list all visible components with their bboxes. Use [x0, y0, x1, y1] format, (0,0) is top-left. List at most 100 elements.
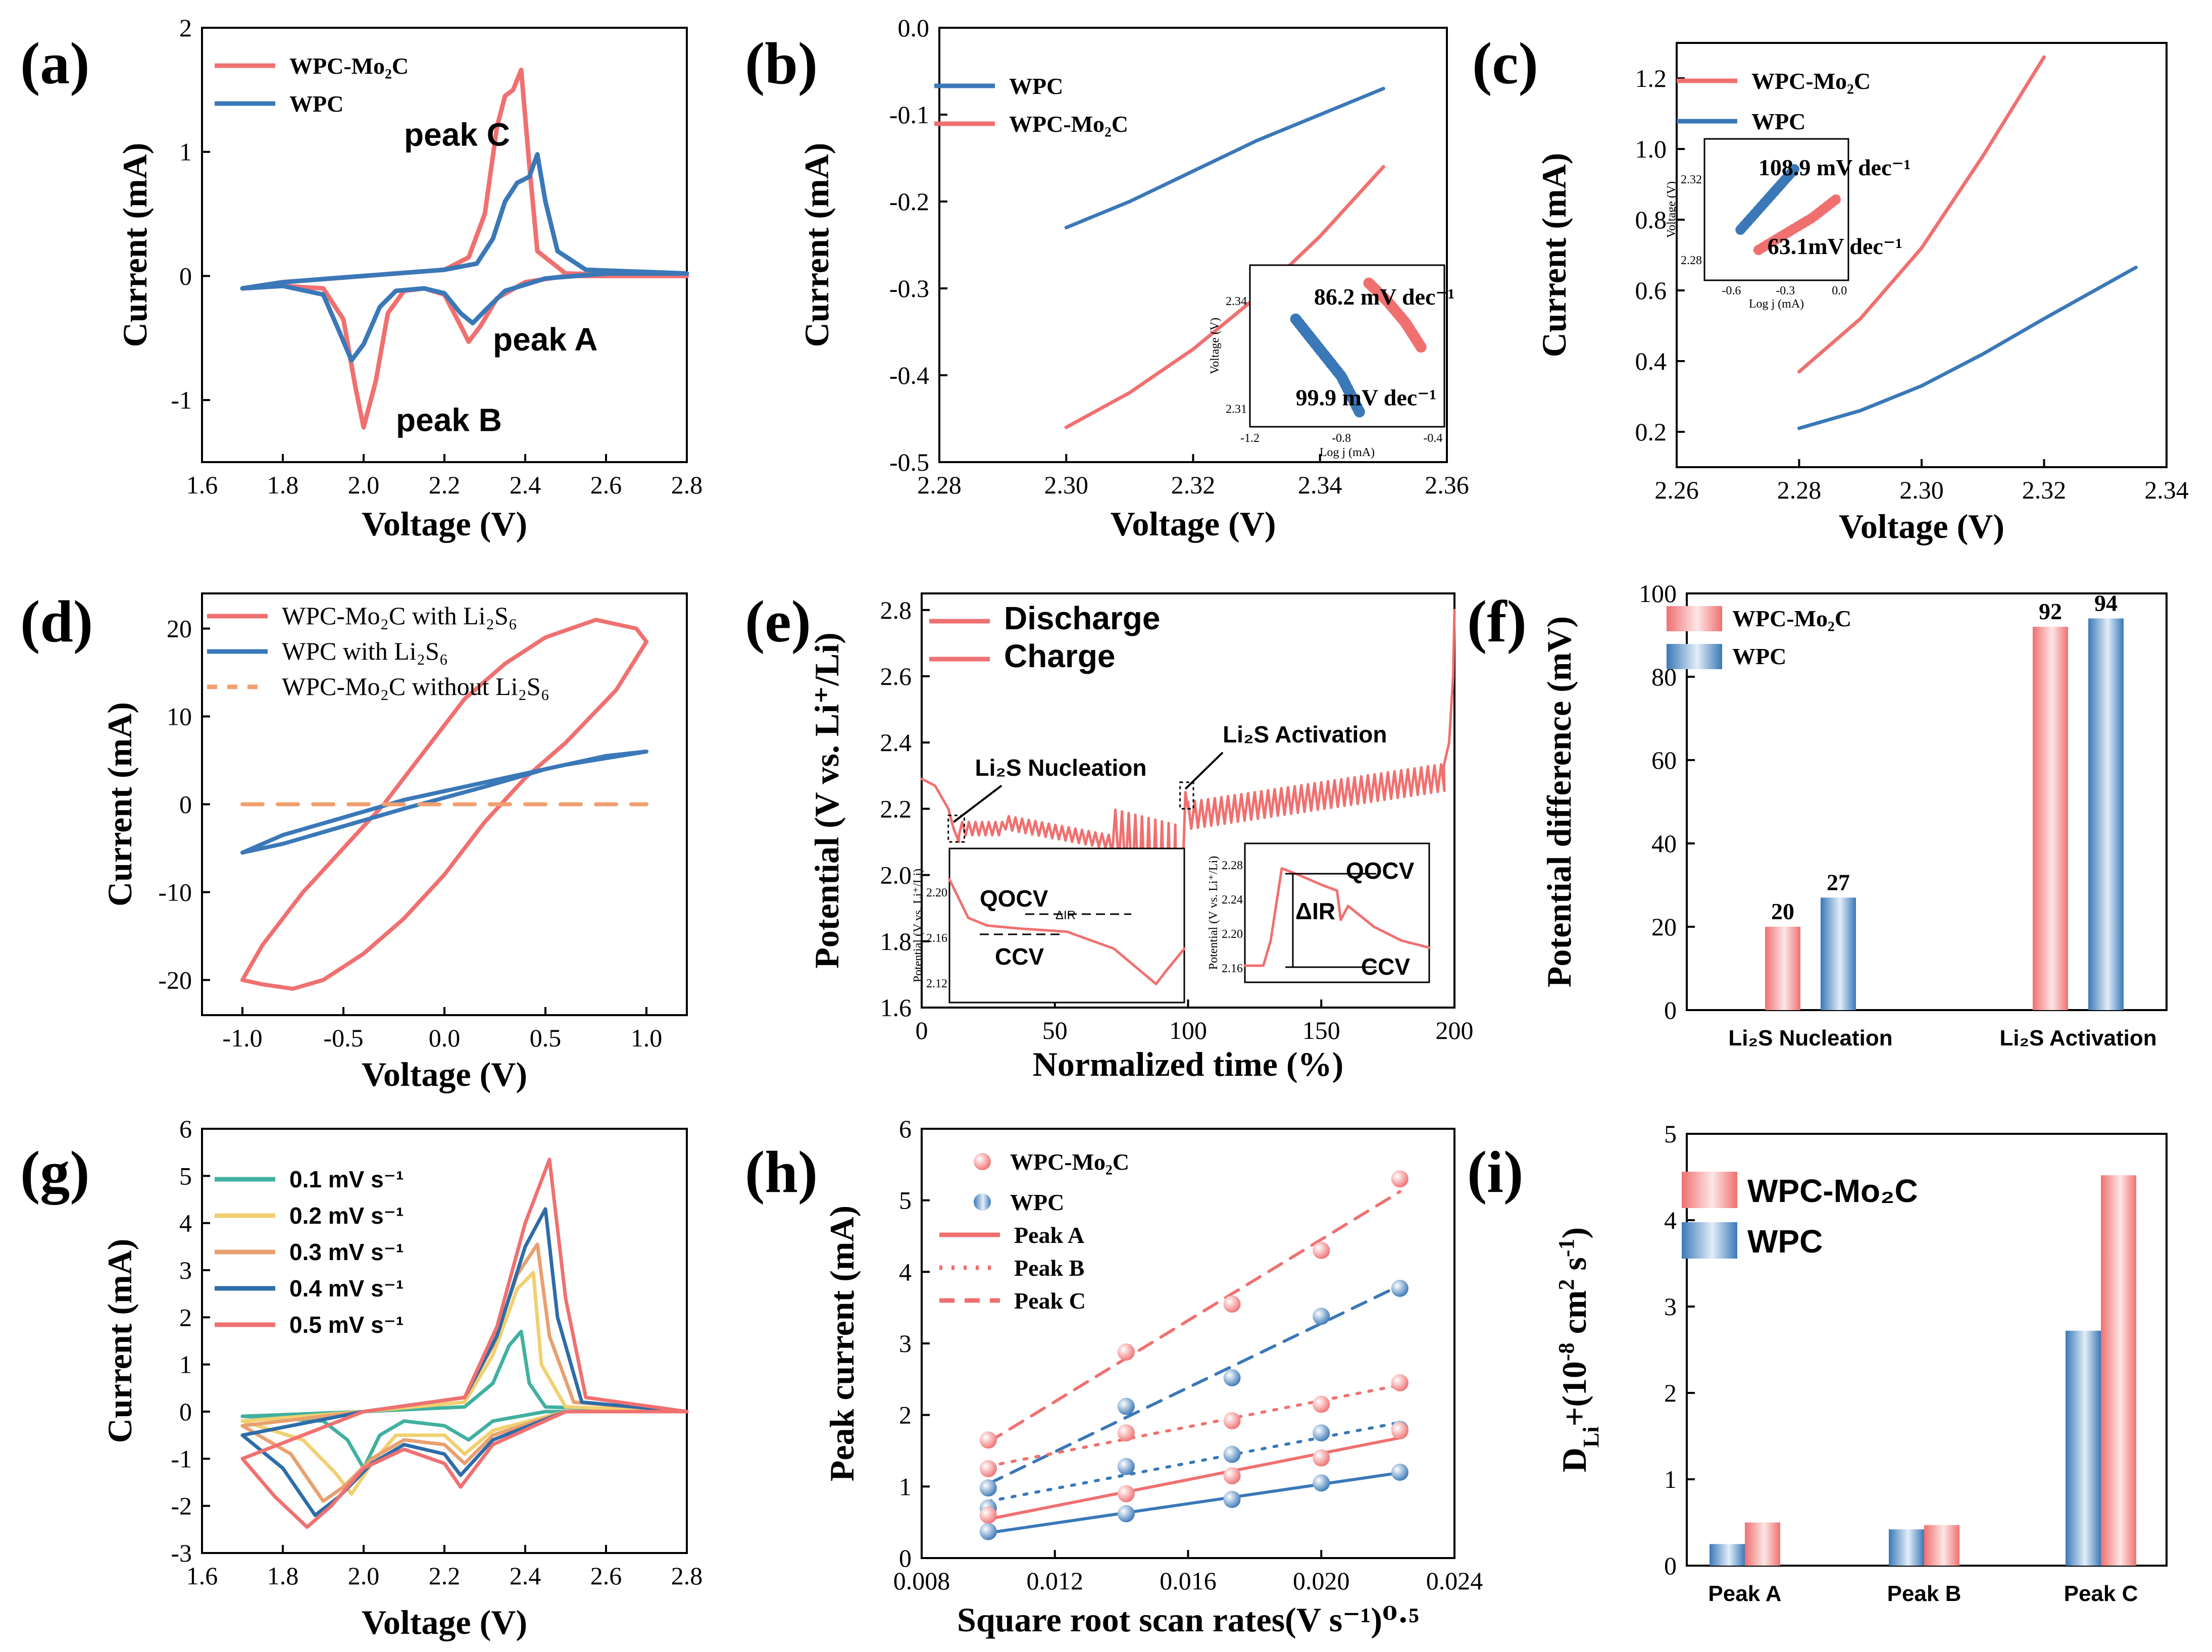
- y-tick-label: 1: [1664, 1465, 1677, 1493]
- data-point: [1313, 1424, 1330, 1442]
- x-tick-label: 2.2: [429, 1562, 461, 1590]
- inset-x-tick: -0.8: [1332, 432, 1351, 445]
- x-tick-label: 0.5: [530, 1024, 562, 1052]
- inset-y-label: Voltage (V): [1209, 318, 1222, 374]
- fit-line: [986, 1471, 1401, 1535]
- series-line: [1064, 86, 1385, 230]
- legend-label: WPC: [1751, 109, 1805, 134]
- annotation: peak A: [493, 321, 598, 358]
- data-point: [1313, 1308, 1330, 1325]
- inset-curve: [1243, 867, 1431, 967]
- x-tick-label: 1.8: [267, 471, 299, 499]
- inset-y-tick: 2.28: [1222, 859, 1243, 872]
- y-tick-label: -0.1: [889, 101, 929, 129]
- inset-y-tick: 2.31: [1226, 403, 1247, 416]
- x-axis-label: Voltage (V): [362, 505, 527, 543]
- zoom-box: [1179, 781, 1194, 810]
- data-point: [1117, 1424, 1135, 1442]
- y-tick-label: 2: [179, 1303, 192, 1331]
- inset-series: [1753, 194, 1841, 255]
- y-axis-label-part: s: [1555, 1257, 1593, 1279]
- y-tick-label: 0: [179, 790, 192, 819]
- x-tick-label: 2.0: [348, 1562, 380, 1590]
- y-tick-label: 3: [179, 1256, 192, 1284]
- series-line: [1797, 55, 2046, 374]
- data-point: [1391, 1279, 1409, 1297]
- y-tick-label: 5: [1664, 1120, 1677, 1148]
- x-tick-label: Peak B: [1887, 1581, 1962, 1606]
- y-axis-label: Potential (V vs. Li⁺/Li): [808, 632, 846, 969]
- legend-swatch: [1667, 606, 1722, 631]
- inset-y-tick: 2.20: [926, 886, 947, 899]
- inset-y-label: Voltage (V): [1665, 181, 1678, 238]
- y-tick-label: 2.2: [880, 794, 912, 823]
- inset-y-tick: 2.12: [926, 977, 947, 990]
- y-tick-label: 40: [1651, 829, 1677, 858]
- arrow-line: [953, 784, 1002, 823]
- legend-label: WPC-Mo₂C: [289, 53, 409, 79]
- x-tick-label: 0: [916, 1016, 928, 1044]
- x-axis-label: Voltage (V): [362, 1055, 527, 1093]
- inset-annotation: 99.9 mV dec⁻¹: [1296, 384, 1437, 410]
- annotation: Li₂S Activation: [1223, 721, 1387, 747]
- y-tick-label: 4: [1664, 1206, 1677, 1234]
- y-tick-label: 2: [899, 1401, 912, 1429]
- x-tick-label: 2.4: [510, 1562, 541, 1590]
- bar-value-label: 27: [1827, 869, 1850, 895]
- legend-marker: [974, 1193, 991, 1211]
- data-point: [1313, 1474, 1330, 1492]
- panel-label: (d): [20, 588, 93, 655]
- y-tick-label: -0.3: [889, 274, 929, 303]
- y-axis-label: DLi+(10-8 cm2 s-1): [1554, 1227, 1603, 1472]
- y-tick-label: 4: [899, 1258, 912, 1286]
- y-tick-label: 1: [179, 138, 192, 166]
- y-tick-label: 6: [179, 1115, 192, 1143]
- y-axis-label-part: 2: [1554, 1279, 1579, 1290]
- legend-label: WPC: [1009, 73, 1063, 99]
- plot-frame: [921, 1128, 1455, 1559]
- y-axis-label: Current (mA): [116, 143, 154, 347]
- bar: [1889, 1529, 1924, 1566]
- y-tick-label: -0.2: [889, 187, 929, 216]
- y-tick-label: 1: [899, 1472, 912, 1500]
- annotation: peak B: [396, 402, 502, 438]
- y-axis-label-part: +(10: [1555, 1361, 1593, 1426]
- series-line: [240, 749, 648, 855]
- bar: [2033, 627, 2068, 1010]
- series-line: [1797, 266, 2138, 430]
- inset-series: [1363, 277, 1427, 354]
- y-tick-label: -2: [171, 1492, 192, 1520]
- inset-x-tick: -1.2: [1240, 432, 1260, 445]
- inset-label: ΔIR: [1295, 898, 1335, 924]
- x-axis-label: Voltage (V): [1111, 505, 1276, 543]
- y-tick-label: 2.4: [880, 728, 912, 757]
- data-point: [979, 1479, 997, 1497]
- plot-frame: [1686, 592, 2168, 1011]
- inset-y-tick: 2.16: [926, 932, 947, 945]
- y-tick-label: 5: [899, 1186, 912, 1215]
- x-tick-label: 2.6: [590, 1562, 622, 1590]
- series-line: [240, 1271, 689, 1496]
- inset-y-tick: 2.16: [1222, 962, 1243, 975]
- legend-label: Peak B: [1014, 1255, 1084, 1281]
- panel-label: (a): [20, 30, 90, 96]
- y-axis-label: Current (mA): [797, 143, 836, 347]
- inset-x-tick: -0.4: [1423, 432, 1442, 445]
- y-tick-label: 1.2: [1635, 64, 1667, 92]
- y-axis-label-part: ): [1555, 1227, 1593, 1239]
- data-point: [1313, 1395, 1330, 1413]
- legend-label: 0.5 mV s⁻¹: [289, 1312, 404, 1338]
- bar: [1765, 927, 1800, 1010]
- x-tick-label: 2.0: [348, 471, 380, 499]
- chart-d: -1.0 -0.5 0.0 0.5 1.0 -20 -10 0 10 20 (d) Current (…: [20, 588, 688, 1093]
- x-tick-label: 2.30: [1044, 471, 1089, 499]
- data-point: [1313, 1241, 1330, 1259]
- x-tick-label: 2.26: [1654, 476, 1699, 504]
- inset-x-label: Log j (mA): [1320, 446, 1375, 459]
- data-point: [1223, 1467, 1241, 1485]
- y-tick-label: 2: [179, 14, 192, 42]
- y-axis-label: Potential difference (mV): [1540, 616, 1578, 987]
- y-tick-label: -1: [171, 1444, 192, 1473]
- fit-line: [986, 1284, 1401, 1486]
